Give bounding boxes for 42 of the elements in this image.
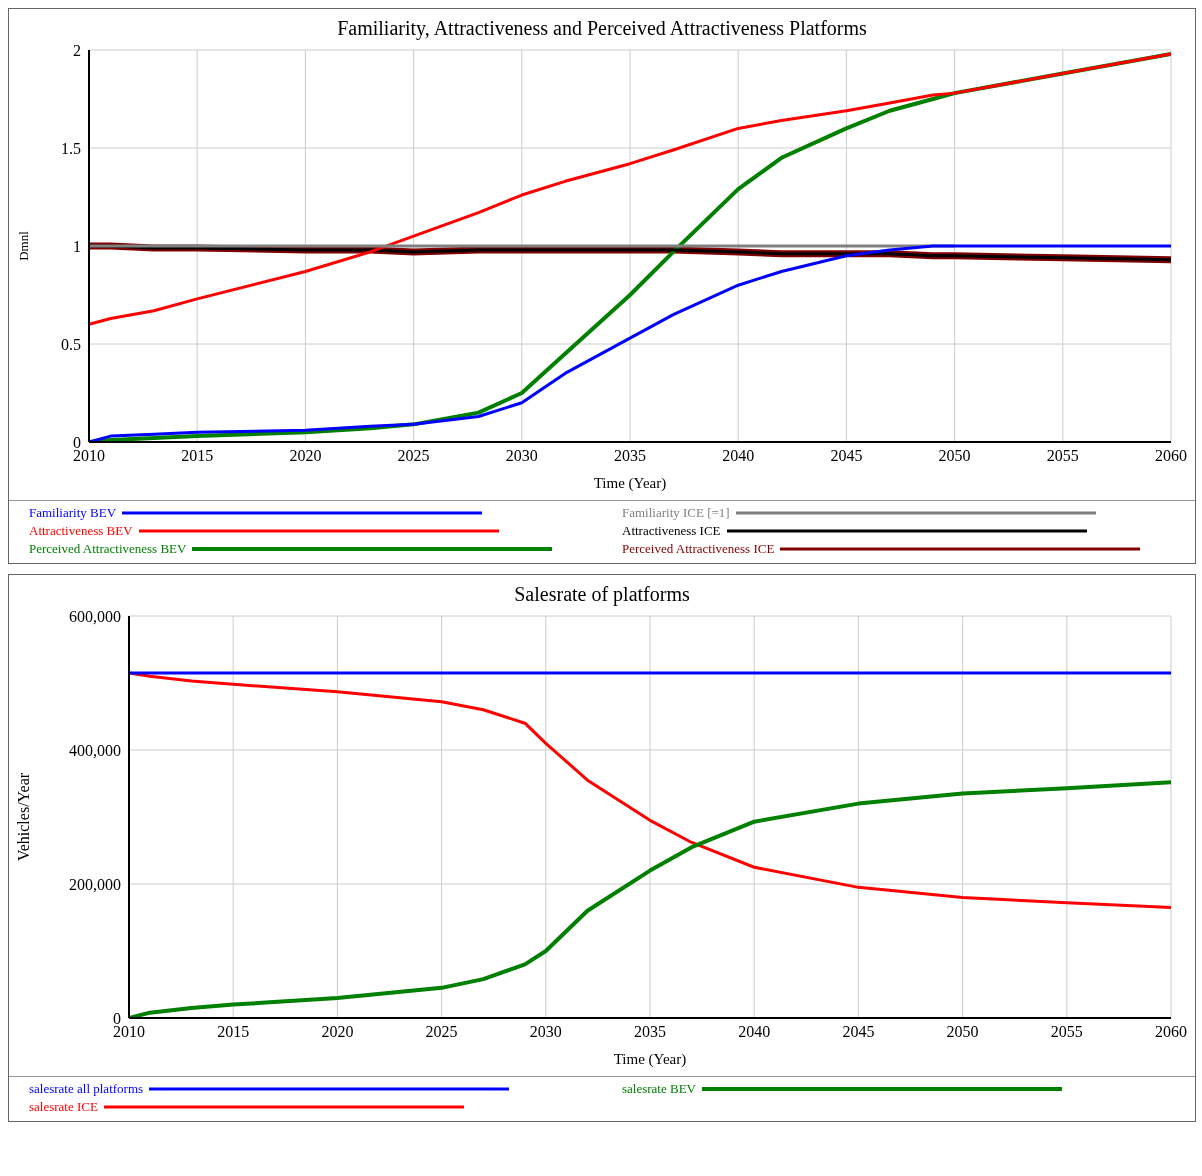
x-tick-label: 2030 — [505, 447, 538, 465]
y-axis-title: Dmnl — [15, 230, 31, 261]
text: salesrate BEV — [622, 1081, 697, 1097]
x-tick-label: 2020 — [289, 447, 322, 465]
x-tick-label: 2055 — [1050, 1023, 1083, 1041]
text: salesrate ICE — [29, 1099, 98, 1115]
text: Familiarity ICE [=1] — [622, 505, 730, 521]
x-tick-label: 2045 — [842, 1023, 875, 1041]
x-tick-label: 2040 — [722, 447, 755, 465]
text: Perceived Attractiveness ICE — [622, 541, 775, 557]
x-tick-label: 2050 — [938, 447, 971, 465]
y-tick-label: 0.5 — [61, 335, 81, 353]
y-axis-title: Vehicles/Year — [14, 772, 32, 862]
x-tick-label: 2025 — [397, 447, 430, 465]
y-tick-label: 2 — [73, 41, 81, 59]
y-tick-label: 1.5 — [61, 139, 81, 157]
text: Attractiveness BEV — [29, 523, 133, 539]
x-tick-label: 2055 — [1046, 447, 1079, 465]
x-axis-title: Time (Year) — [593, 475, 667, 492]
text: Attractiveness ICE — [622, 523, 721, 539]
x-tick-label: 2020 — [321, 1023, 354, 1041]
chart-title: Familiarity, Attractiveness and Perceived Attractiveness Platforms — [336, 16, 868, 40]
text: Familiarity BEV — [29, 505, 117, 521]
y-tick-label: 200,000 — [69, 875, 121, 893]
text: salesrate all platforms — [29, 1081, 144, 1097]
x-tick-label: 2035 — [614, 447, 646, 465]
y-tick-label: 600,000 — [69, 607, 121, 625]
chart-title: Salesrate of platforms — [513, 582, 691, 606]
x-tick-label: 2015 — [217, 1023, 250, 1041]
x-tick-label: 2045 — [830, 447, 863, 465]
y-tick-label: 400,000 — [69, 741, 121, 759]
x-tick-label: 2025 — [425, 1023, 458, 1041]
x-tick-label: 2060 — [1155, 1023, 1187, 1041]
text: Perceived Attractiveness BEV — [29, 541, 187, 557]
x-tick-label: 2035 — [634, 1023, 666, 1041]
x-tick-label: 2015 — [181, 447, 214, 465]
x-tick-label: 2040 — [738, 1023, 771, 1041]
x-axis-title: Time (Year) — [613, 1051, 687, 1068]
y-tick-label: 1 — [73, 237, 81, 255]
x-tick-label: 2060 — [1155, 447, 1187, 465]
x-tick-label: 2030 — [529, 1023, 562, 1041]
x-tick-label: 2050 — [946, 1023, 979, 1041]
